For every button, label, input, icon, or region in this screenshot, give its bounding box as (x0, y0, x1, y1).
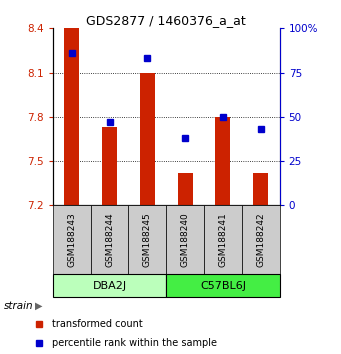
Bar (53, 274, 166, 297)
Text: percentile rank within the sample: percentile rank within the sample (52, 338, 217, 348)
Text: GSM188244: GSM188244 (105, 212, 114, 267)
Bar (140, 73, 155, 205)
Text: C57BL6J: C57BL6J (200, 281, 246, 291)
Bar (166, 205, 204, 274)
Text: GSM188245: GSM188245 (143, 212, 152, 267)
Text: DBA2J: DBA2J (92, 281, 127, 291)
Text: ▶: ▶ (35, 301, 43, 311)
Bar (102, 127, 117, 205)
Bar (166, 274, 280, 297)
Bar (216, 117, 231, 205)
Text: GSM188242: GSM188242 (256, 212, 265, 267)
Bar (64, 28, 79, 205)
Text: GSM188243: GSM188243 (67, 212, 76, 267)
Bar (53, 205, 91, 274)
Bar (204, 205, 242, 274)
Bar (129, 205, 166, 274)
Bar (91, 205, 129, 274)
Text: GSM188240: GSM188240 (181, 212, 190, 267)
Bar (253, 173, 268, 205)
Title: GDS2877 / 1460376_a_at: GDS2877 / 1460376_a_at (86, 14, 246, 27)
Text: GSM188241: GSM188241 (219, 212, 227, 267)
Text: strain: strain (3, 301, 33, 311)
Bar (242, 205, 280, 274)
Text: transformed count: transformed count (52, 319, 143, 329)
Bar (178, 173, 193, 205)
